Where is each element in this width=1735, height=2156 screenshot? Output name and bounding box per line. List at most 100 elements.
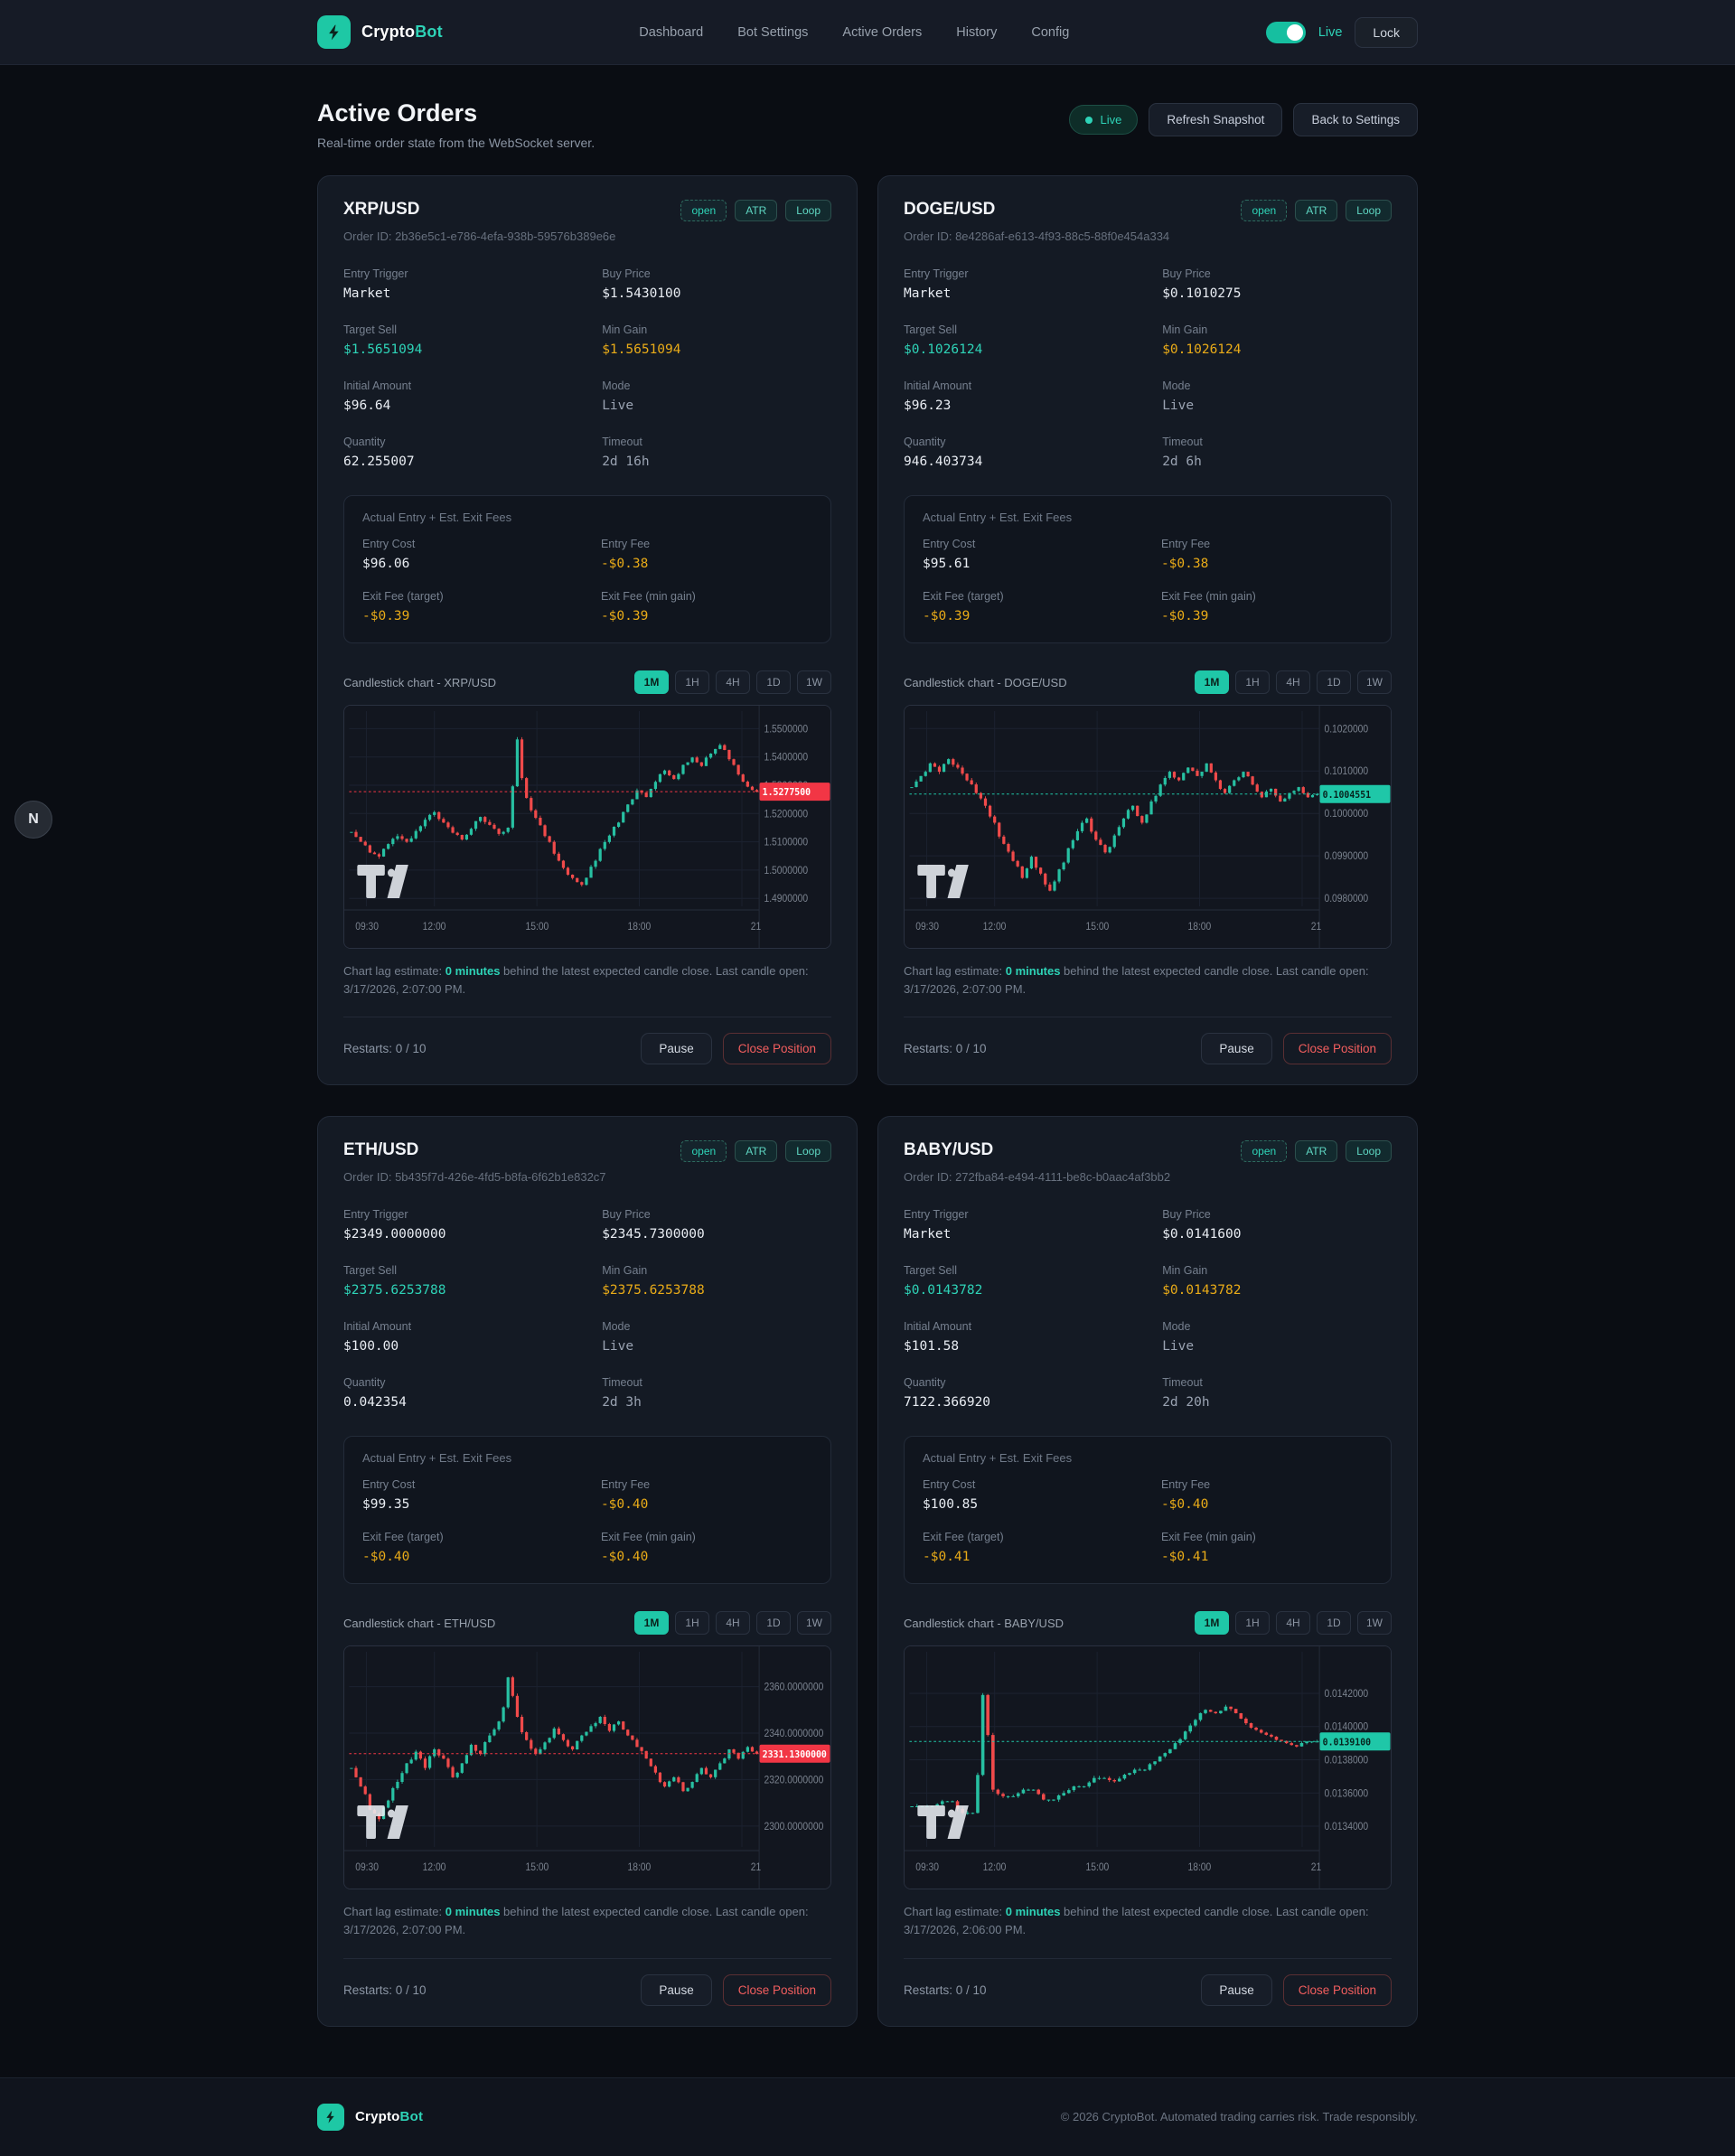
fee-value: -$0.40	[362, 1550, 410, 1565]
timeframe-button-1m[interactable]: 1M	[634, 1611, 669, 1636]
pause-button[interactable]: Pause	[1201, 1973, 1272, 2006]
back-to-settings-button[interactable]: Back to Settings	[1293, 103, 1418, 136]
field-buy-price: Buy Price $1.5430100	[602, 267, 831, 301]
card-header: ETH/USD open ATR Loop	[343, 1140, 831, 1163]
svg-text:12:00: 12:00	[983, 922, 1007, 933]
svg-text:18:00: 18:00	[1188, 922, 1212, 933]
fee-label: Entry Fee	[600, 538, 651, 550]
close-position-button[interactable]: Close Position	[1282, 1033, 1392, 1065]
nav-item-config[interactable]: Config	[1031, 24, 1070, 40]
field-entry-trigger: Entry Trigger $2349.0000000	[343, 1208, 602, 1242]
fee-label: Exit Fee (min gain)	[1160, 1531, 1256, 1544]
timeframe-button-1d[interactable]: 1D	[756, 670, 791, 694]
field-value: 2d 20h	[1162, 1395, 1210, 1411]
fee-label: Entry Cost	[362, 1478, 416, 1492]
chart-canvas[interactable]: 0.1020000 0.1010000 0.1000000 0.0990000 0.09…	[905, 706, 1391, 948]
timeframe-button-4h[interactable]: 4H	[1276, 670, 1310, 694]
pair-title: DOGE/USD	[904, 200, 996, 219]
svg-text:09:30: 09:30	[915, 922, 939, 933]
timeframe-button-1w[interactable]: 1W	[1357, 1611, 1392, 1636]
timeframe-button-4h[interactable]: 4H	[1276, 1611, 1310, 1636]
timeframe-button-4h[interactable]: 4H	[716, 1611, 750, 1636]
timeframe-button-4h[interactable]: 4H	[716, 670, 750, 694]
fee-value: -$0.39	[1160, 609, 1209, 623]
field-label: Timeout	[1162, 436, 1203, 448]
timeframe-button-1h[interactable]: 1H	[675, 1611, 709, 1636]
order-id: Order ID: 8e4286af-e613-4f93-88c5-88f0e4…	[904, 230, 1170, 243]
tradingview-watermark-icon	[917, 865, 969, 898]
fee-entry-fee: Entry Fee -$0.40	[1161, 1478, 1373, 1512]
timeframe-button-1w[interactable]: 1W	[797, 670, 831, 694]
pair-title: XRP/USD	[343, 200, 420, 219]
svg-text:1.4900000: 1.4900000	[764, 894, 808, 905]
lock-button[interactable]: Lock	[1355, 16, 1418, 48]
timeframe-button-1d[interactable]: 1D	[1317, 670, 1351, 694]
timeframe-button-1w[interactable]: 1W	[1357, 670, 1392, 694]
fee-exit-fee-min-gain: Exit Fee (min gain) -$0.40	[601, 1531, 812, 1564]
lag-text: Chart lag estimate: 0 minutes behind the…	[343, 1903, 831, 1939]
fee-label: Exit Fee (target)	[362, 1531, 444, 1544]
nav-item-bot-settings[interactable]: Bot Settings	[737, 24, 809, 40]
tradingview-watermark-icon	[357, 1805, 408, 1840]
field-label: Buy Price	[602, 267, 651, 280]
fee-label: Exit Fee (min gain)	[1160, 590, 1256, 603]
fee-label: Entry Fee	[1160, 1478, 1211, 1492]
order-card: DOGE/USD open ATR Loop Order ID: 8e4286af-…	[877, 175, 1418, 1086]
fee-value: $96.06	[362, 557, 410, 571]
close-position-button[interactable]: Close Position	[722, 1973, 831, 2006]
chart-title: Candlestick chart - ETH/USD	[343, 1616, 496, 1630]
page-head-text: Active Orders Real-time order state from…	[317, 99, 595, 150]
field-value: 2d 3h	[602, 1395, 642, 1411]
timeframe-button-1d[interactable]: 1D	[756, 1611, 791, 1636]
refresh-snapshot-button[interactable]: Refresh Snapshot	[1149, 103, 1283, 136]
timeframe-button-1h[interactable]: 1H	[1235, 1611, 1270, 1636]
field-value: Market	[904, 1227, 952, 1242]
timeframe-button-1w[interactable]: 1W	[797, 1611, 831, 1636]
timeframe-button-1m[interactable]: 1M	[634, 670, 669, 694]
svg-text:0.1010000: 0.1010000	[1324, 766, 1368, 778]
notification-bubble[interactable]: N	[14, 801, 52, 839]
field-min-gain: Min Gain $1.5651094	[602, 323, 831, 357]
timeframe-button-1h[interactable]: 1H	[675, 670, 709, 694]
svg-text:0.0980000: 0.0980000	[1324, 894, 1368, 905]
live-status-label: Live	[1100, 113, 1122, 127]
timeframe-button-1m[interactable]: 1M	[1195, 1611, 1229, 1636]
nav-item-history[interactable]: History	[956, 24, 998, 40]
field-timeout: Timeout 2d 3h	[602, 1376, 831, 1410]
field-label: Timeout	[602, 436, 642, 448]
field-entry-trigger: Entry Trigger Market	[343, 267, 602, 301]
svg-text:0.1004551: 0.1004551	[1323, 789, 1371, 801]
lag-value: 0 minutes	[1005, 964, 1061, 978]
nav-item-active-orders[interactable]: Active Orders	[842, 24, 923, 40]
svg-text:0.1020000: 0.1020000	[1324, 724, 1368, 736]
timeframe-button-1h[interactable]: 1H	[1235, 670, 1270, 694]
chart-canvas[interactable]: 1.55000001.54000001.53000001.52000001.51…	[344, 706, 830, 948]
timeframe-list: 1M 1H 4H 1D 1W	[634, 670, 831, 694]
field-label: Target Sell	[904, 323, 958, 336]
close-position-button[interactable]: Close Position	[1282, 1973, 1392, 2006]
svg-text:2360.0000000: 2360.0000000	[764, 1682, 823, 1693]
field-value: $2375.6253788	[602, 1283, 705, 1298]
field-label: Buy Price	[602, 1208, 651, 1222]
pause-button[interactable]: Pause	[641, 1973, 712, 2006]
fee-exit-fee-target: Exit Fee (target) -$0.41	[923, 1531, 1161, 1564]
tradingview-watermark-icon	[917, 1805, 969, 1840]
field-value: $1.5651094	[602, 342, 681, 357]
nav-item-dashboard[interactable]: Dashboard	[639, 24, 704, 40]
pause-button[interactable]: Pause	[641, 1033, 712, 1065]
chart-canvas[interactable]: 2360.0000000 2340.0000000 2320.0000000 2300…	[344, 1646, 830, 1889]
close-position-button[interactable]: Close Position	[722, 1033, 831, 1065]
timeframe-button-1m[interactable]: 1M	[1195, 670, 1229, 694]
field-label: Entry Trigger	[343, 267, 408, 280]
field-label: Target Sell	[904, 1264, 958, 1278]
pause-button[interactable]: Pause	[1201, 1033, 1272, 1065]
fees-title: Actual Entry + Est. Exit Fees	[923, 511, 1073, 524]
badge-atr: ATR	[1295, 200, 1338, 221]
restarts-label: Restarts: 0 / 10	[904, 1983, 987, 1997]
timeframe-button-1d[interactable]: 1D	[1317, 1611, 1351, 1636]
card-header: XRP/USD open ATR Loop	[343, 200, 831, 221]
field-label: Timeout	[602, 1376, 642, 1390]
lag-text: Chart lag estimate: 0 minutes behind the…	[904, 962, 1392, 998]
chart-canvas[interactable]: 0.0142000 0.0140000 0.0138000 0.0136000 0.01…	[905, 1646, 1391, 1889]
live-toggle[interactable]	[1265, 21, 1306, 43]
